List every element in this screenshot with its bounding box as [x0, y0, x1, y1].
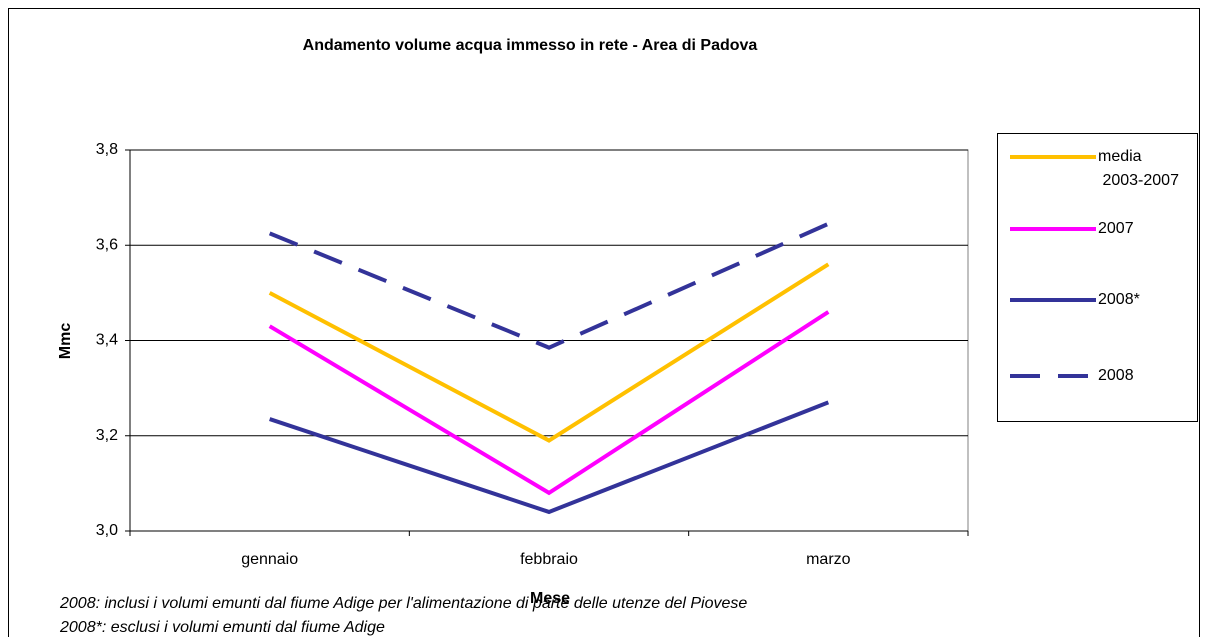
x-tick-label: marzo: [806, 551, 851, 568]
legend-label: 2007: [1098, 220, 1134, 237]
chart-title: Andamento volume acqua immesso in rete -…: [303, 37, 758, 54]
y-axis-label: Mmc: [57, 323, 74, 360]
y-tick-label: 3,4: [96, 332, 118, 349]
y-tick-label: 3,8: [96, 141, 118, 158]
x-tick-label: gennaio: [241, 551, 298, 568]
series-line: [269, 400, 830, 515]
series-line: [268, 310, 830, 496]
y-tick-label: 3,6: [96, 236, 118, 253]
y-tick-label: 3,2: [96, 427, 118, 444]
annotation: 2008*: esclusi i volumi emunti dal fiume…: [59, 619, 385, 636]
legend-label: 2008: [1098, 367, 1134, 384]
legend: [997, 133, 1198, 422]
annotation: 2008: inclusi i volumi emunti dal fiume …: [59, 595, 747, 612]
x-axis-label: Mese: [530, 590, 570, 607]
series-line: [268, 262, 830, 443]
series-line: [268, 221, 830, 350]
y-tick-label: 3,0: [96, 522, 118, 539]
legend-label: media 2003-2007: [1098, 148, 1179, 189]
legend-label: 2008*: [1098, 291, 1140, 308]
x-tick-label: febbraio: [520, 551, 578, 568]
